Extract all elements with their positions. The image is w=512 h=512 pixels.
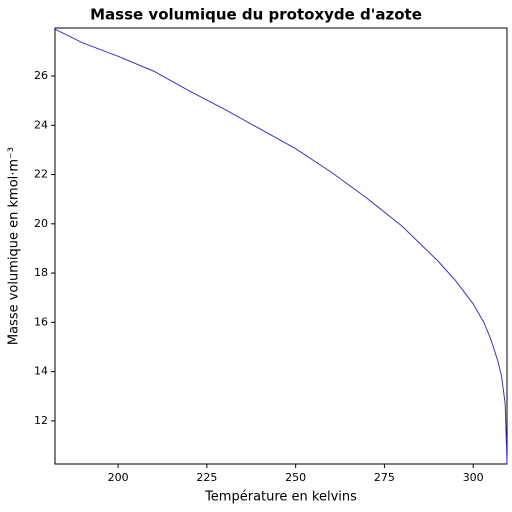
y-tick-label: 20 <box>34 217 48 230</box>
x-tick-label: 275 <box>374 471 395 484</box>
y-tick-label: 16 <box>34 315 48 328</box>
data-line <box>54 28 508 464</box>
chart-title: Masse volumique du protoxyde d'azote <box>90 6 422 24</box>
x-axis-label: Température en kelvins <box>204 490 357 505</box>
y-tick-label: 14 <box>34 365 48 378</box>
x-tick-label: 300 <box>463 471 484 484</box>
y-tick-label: 18 <box>34 266 48 279</box>
plot-frame <box>54 27 508 465</box>
x-tick-label: 225 <box>196 471 217 484</box>
y-tick-label: 26 <box>34 69 48 82</box>
y-tick-label: 22 <box>34 168 48 181</box>
x-tick-label: 200 <box>108 471 129 484</box>
y-tick-label: 12 <box>34 414 48 427</box>
y-tick-label: 24 <box>34 118 48 131</box>
y-axis-label: Masse volumique en kmol·m⁻³ <box>7 147 22 345</box>
x-tick-label: 250 <box>285 471 306 484</box>
